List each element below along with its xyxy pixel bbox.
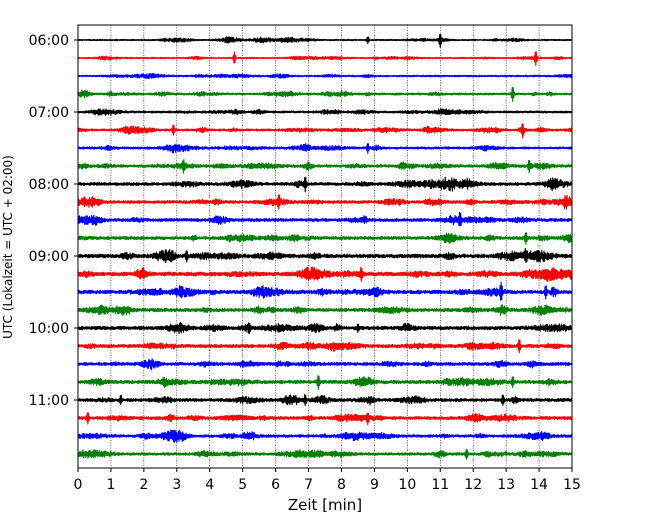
x-tick-label: 3 <box>172 477 181 493</box>
seismogram-trace <box>77 394 573 407</box>
seismogram-trace <box>77 449 573 460</box>
y-axis-label: UTC (Lokalzeit = UTC + 02:00) <box>1 155 15 339</box>
seismogram-trace <box>77 194 573 210</box>
seismogram-trace <box>77 176 573 193</box>
seismogram-trace <box>77 429 573 443</box>
seismogram-trace <box>77 33 573 49</box>
seismogram-trace <box>77 232 573 245</box>
y-tick-label: 06:00 <box>29 33 69 49</box>
seismogram-trace <box>77 143 573 154</box>
seismogram-trace <box>77 339 573 354</box>
seismogram-trace <box>77 358 573 370</box>
seismogram-trace <box>77 266 573 283</box>
seismogram-trace <box>77 159 573 174</box>
seismogram-trace <box>77 304 573 316</box>
x-tick-label: 6 <box>271 477 280 493</box>
y-tick-label: 09:00 <box>29 249 69 265</box>
x-axis-ticks: 0 1 2 3 4 5 6 7 8 9 10 11 12 13 14 15 <box>74 468 581 493</box>
x-tick-label: 0 <box>74 477 83 493</box>
seismogram-trace <box>77 72 573 80</box>
trace-layer <box>77 33 573 460</box>
x-tick-label: 5 <box>238 477 247 493</box>
x-tick-label: 1 <box>106 477 115 493</box>
x-tick-label: 9 <box>370 477 379 493</box>
x-tick-label: 14 <box>530 477 548 493</box>
y-axis-ticks: 06:00 07:00 08:00 09:00 10:00 11:00 <box>29 33 78 409</box>
x-tick-label: 10 <box>398 477 416 493</box>
plot-frame <box>77 24 573 469</box>
seismogram-trace <box>77 412 573 426</box>
seismogram-trace <box>77 51 573 67</box>
x-axis-label: Zeit [min] <box>288 496 362 514</box>
x-tick-label: 12 <box>464 477 482 493</box>
y-tick-label: 07:00 <box>29 105 69 121</box>
seismogram-trace <box>77 247 573 264</box>
seismogram-trace <box>77 321 573 335</box>
x-tick-label: 13 <box>497 477 515 493</box>
x-tick-label: 2 <box>139 477 148 493</box>
x-tick-label: 8 <box>337 477 346 493</box>
seismogram-trace <box>77 211 573 227</box>
seismogram-trace <box>77 375 573 390</box>
seismogram-trace <box>77 86 573 103</box>
x-tick-label: 11 <box>431 477 449 493</box>
y-tick-label: 11:00 <box>29 393 69 409</box>
seismogram-trace <box>77 281 573 301</box>
seismogram-trace <box>77 108 573 116</box>
y-tick-label: 10:00 <box>29 321 69 337</box>
x-tick-label: 15 <box>563 477 581 493</box>
x-tick-label: 4 <box>205 477 214 493</box>
x-tick-label: 7 <box>304 477 313 493</box>
seismogram-trace <box>77 123 573 139</box>
y-tick-label: 08:00 <box>29 177 69 193</box>
